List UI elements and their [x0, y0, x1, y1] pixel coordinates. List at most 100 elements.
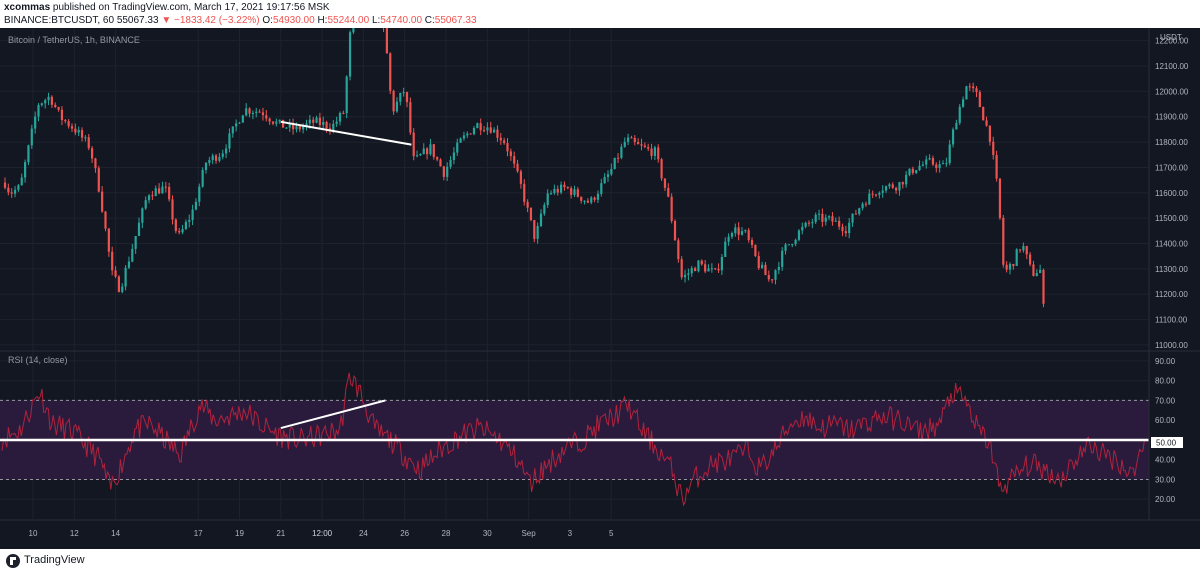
- tradingview-logo-icon[interactable]: [6, 554, 20, 568]
- candle-body: [593, 197, 596, 200]
- candle-body: [637, 141, 640, 145]
- candle-body: [325, 122, 328, 129]
- price-trendline[interactable]: [280, 120, 412, 146]
- candle-body: [911, 168, 914, 174]
- open-label: O:: [262, 15, 273, 26]
- candle-body: [750, 240, 754, 245]
- candle-body: [137, 222, 141, 236]
- time-tick-label: 10: [29, 529, 38, 538]
- candle-body: [60, 109, 64, 120]
- candle-body: [771, 279, 774, 281]
- candle-body: [225, 148, 228, 154]
- brand-name[interactable]: TradingView: [24, 554, 85, 566]
- time-tick-label: 5: [609, 529, 614, 538]
- candle-body: [878, 192, 881, 195]
- rsi-axis[interactable]: 20.00 30.00 40.00 60.00 70.00 80.00 90.00: [1155, 357, 1176, 504]
- candle-body: [680, 259, 683, 278]
- candle-body: [838, 220, 841, 227]
- candle-body: [895, 187, 898, 191]
- time-tick-label: 12: [70, 529, 79, 538]
- candle-body: [710, 268, 713, 270]
- candle-body: [352, 28, 355, 33]
- candle-body: [466, 133, 469, 136]
- chart-area[interactable]: 11000.00 11100.00 11200.00 11300.00 11400.00…: [0, 28, 1200, 549]
- candle-body: [546, 193, 549, 205]
- candle-body: [251, 112, 254, 114]
- candle-body: [720, 256, 723, 271]
- publish-info: published on TradingView.com, March 17, …: [52, 2, 330, 13]
- candle-body: [117, 276, 120, 293]
- candle-body: [777, 266, 780, 271]
- candle-body: [848, 222, 851, 234]
- candle-body: [978, 92, 981, 108]
- candle-body: [851, 213, 854, 223]
- candle-body: [87, 137, 90, 149]
- candle-body: [452, 152, 455, 160]
- rsi-current-tag: [1151, 437, 1183, 448]
- candle-body: [405, 92, 409, 103]
- author-name[interactable]: xcommas: [4, 2, 51, 13]
- candle-body: [673, 220, 677, 241]
- candle-body: [714, 268, 717, 270]
- open-value: 54930.00: [272, 15, 315, 26]
- candle-body: [576, 189, 579, 197]
- candle-body: [841, 226, 844, 232]
- candle-body: [114, 270, 117, 277]
- candle-body: [194, 201, 198, 210]
- candle-body: [147, 195, 151, 201]
- candle-body: [258, 111, 261, 113]
- candle-body: [834, 220, 837, 222]
- candle-body: [670, 196, 673, 221]
- candle-body: [479, 123, 482, 131]
- candle-body: [868, 193, 871, 205]
- rsi-tick-label: 70.00: [1155, 396, 1176, 405]
- candle-body: [399, 92, 402, 102]
- candle-body: [476, 123, 479, 129]
- candle-body: [17, 185, 20, 190]
- candle-body: [560, 184, 563, 193]
- rsi-trendline[interactable]: [280, 399, 386, 430]
- price-tick-label: 11000.00: [1155, 341, 1188, 350]
- price-tick-label: 11600.00: [1155, 189, 1188, 198]
- currency-label: USDT: [1160, 33, 1182, 42]
- time-tick-label: 12:00: [312, 529, 333, 538]
- candle-body: [734, 227, 737, 234]
- candle-body: [580, 196, 583, 201]
- candle-body: [747, 230, 750, 241]
- candle-body: [513, 156, 516, 164]
- footer-bar: TradingView: [0, 549, 1200, 572]
- candle-body: [891, 184, 894, 188]
- candle-body: [1012, 264, 1015, 266]
- candle-body: [74, 128, 77, 133]
- price-tick-label: 11800.00: [1155, 138, 1188, 147]
- candle-body: [1018, 249, 1022, 251]
- candle-body: [623, 141, 626, 147]
- candle-body: [724, 241, 727, 257]
- candle-body: [982, 107, 985, 121]
- price-tick-label: 11700.00: [1155, 163, 1188, 172]
- price-tick-label: 11200.00: [1155, 290, 1188, 299]
- candle-body: [449, 159, 452, 167]
- candle-body: [801, 226, 804, 231]
- candle-body: [446, 166, 449, 177]
- time-tick-label: 26: [400, 529, 409, 538]
- candle-body: [472, 128, 476, 135]
- candle-body: [519, 171, 522, 184]
- candle-body: [104, 211, 107, 229]
- candle-body: [707, 268, 710, 272]
- candle-body: [737, 227, 740, 235]
- price-axis[interactable]: 11000.00 11100.00 11200.00 11300.00 11400.00…: [1155, 37, 1189, 350]
- candle-body: [918, 165, 921, 171]
- candle-body: [198, 186, 201, 202]
- candle-body: [549, 193, 553, 195]
- rsi-tick-label: 30.00: [1155, 475, 1176, 484]
- candle-body: [1039, 269, 1042, 274]
- candle-body: [37, 105, 40, 117]
- candle-body: [951, 129, 955, 145]
- candle-body: [298, 126, 301, 130]
- last-price: 55067.33: [116, 15, 159, 26]
- candle-body: [178, 231, 181, 233]
- candle-body: [566, 187, 569, 189]
- candle-body: [302, 126, 305, 130]
